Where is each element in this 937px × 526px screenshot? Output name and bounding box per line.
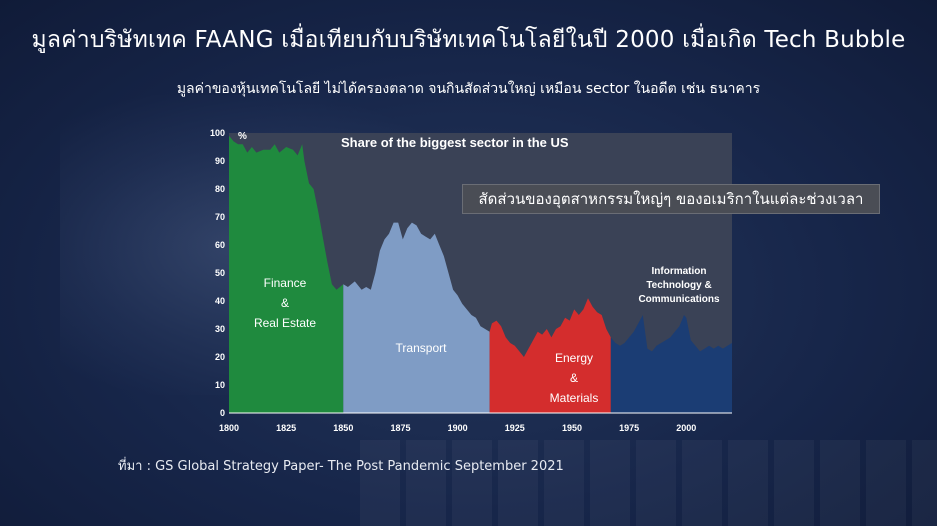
x-tick-label: 1925 (505, 423, 525, 433)
tech-label: Communications (638, 294, 720, 305)
tech-label: Information (652, 266, 707, 277)
y-tick-label: 90 (215, 156, 225, 166)
sector-area-2 (489, 298, 611, 413)
finance-label: Real Estate (254, 316, 316, 330)
transport-label: Transport (396, 341, 448, 355)
chart-title: Share of the biggest sector in the US (341, 135, 569, 150)
y-tick-label: 30 (215, 324, 225, 334)
x-tick-label: 2000 (676, 423, 696, 433)
sector-area-1 (343, 222, 490, 413)
callout-box: สัดส่วนของอุตสาหกรรมใหญ่ๆ ของอเมริกาในแต… (462, 184, 880, 214)
y-tick-label: 50 (215, 268, 225, 278)
x-tick-label: 1900 (448, 423, 468, 433)
x-tick-label: 1800 (219, 423, 239, 433)
x-tick-label: 1875 (390, 423, 410, 433)
y-tick-label: 40 (215, 296, 225, 306)
energy-label: & (570, 371, 578, 385)
background-keyboard (360, 440, 937, 526)
x-tick-label: 1950 (562, 423, 582, 433)
y-tick-label: 20 (215, 352, 225, 362)
y-tick-label: 60 (215, 240, 225, 250)
y-tick-label: 0 (220, 408, 225, 418)
finance-label: Finance (264, 276, 307, 290)
x-tick-label: 1850 (333, 423, 353, 433)
y-tick-label: 70 (215, 212, 225, 222)
tech-label: Technology & (646, 280, 711, 291)
y-unit-label: % (238, 131, 247, 142)
y-tick-label: 10 (215, 380, 225, 390)
energy-label: Materials (550, 391, 599, 405)
sector-area-0 (229, 135, 344, 414)
y-tick-label: 80 (215, 184, 225, 194)
source-note: ที่มา : GS Global Strategy Paper- The Po… (118, 459, 564, 474)
finance-label: & (281, 296, 289, 310)
y-tick-label: 100 (210, 128, 225, 138)
energy-label: Energy (555, 351, 593, 365)
x-tick-label: 1975 (619, 423, 639, 433)
x-tick-label: 1825 (276, 423, 296, 433)
slide-subtitle: มูลค่าของหุ้นเทคโนโลยี ไม่ได้ครองตลาด จน… (176, 81, 761, 97)
sector-area-3 (610, 315, 732, 413)
slide-title: มูลค่าบริษัทเทค FAANG เมื่อเทียบกับบริษั… (31, 27, 906, 53)
